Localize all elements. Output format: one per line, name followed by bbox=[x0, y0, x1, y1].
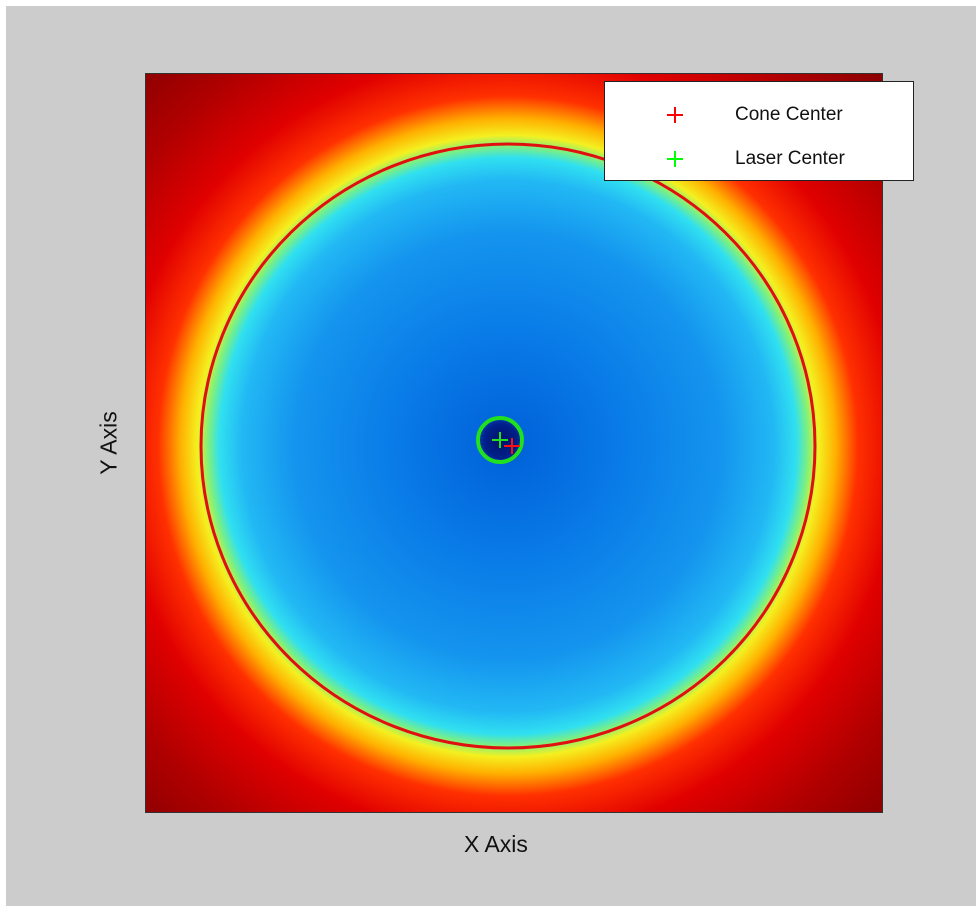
figure-background: X Axis Y Axis Cone Center Laser Center bbox=[6, 6, 976, 906]
legend-laser-center-plus-icon bbox=[667, 151, 683, 167]
heatmap bbox=[146, 74, 882, 812]
cone-center-marker bbox=[504, 438, 520, 454]
legend-cone-center-plus-icon bbox=[667, 107, 683, 123]
legend-entry-cone-center: Cone Center bbox=[605, 100, 843, 130]
y-axis-label: Y Axis bbox=[95, 411, 122, 475]
legend: Cone Center Laser Center bbox=[604, 81, 914, 181]
x-axis-label: X Axis bbox=[464, 831, 528, 857]
legend-label-cone-center: Cone Center bbox=[735, 104, 843, 125]
legend-entry-laser-center: Laser Center bbox=[605, 144, 845, 174]
laser-center-marker bbox=[492, 432, 508, 448]
cone-contour bbox=[199, 142, 817, 750]
legend-label-laser-center: Laser Center bbox=[735, 148, 845, 169]
laser-contour bbox=[476, 416, 524, 464]
plot-area bbox=[145, 73, 883, 813]
